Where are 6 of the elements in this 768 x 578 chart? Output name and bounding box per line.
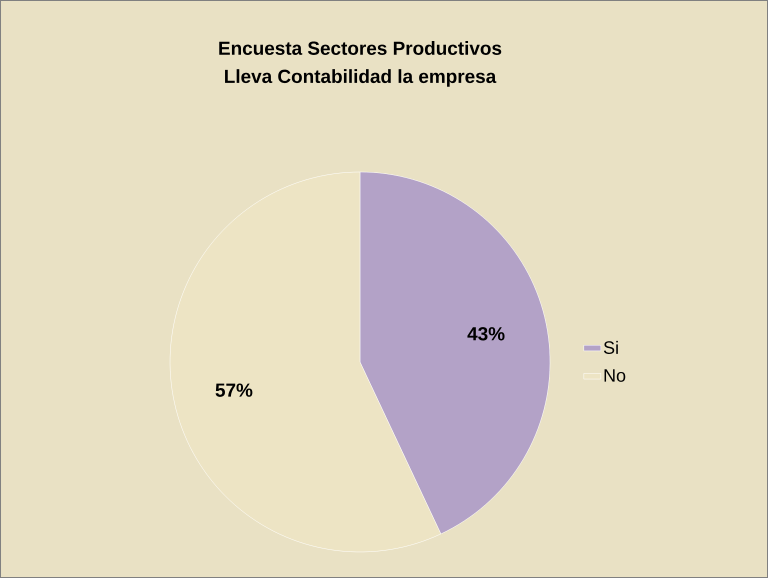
chart-subtitle: Lleva Contabilidad la empresa [225,69,496,87]
data-label: 43% [467,327,505,341]
legend-label: Si [604,340,618,354]
legend-label: No [604,369,626,382]
data-label: 57% [216,383,252,397]
chart-title: Encuesta Sectores Productivos [219,41,502,55]
